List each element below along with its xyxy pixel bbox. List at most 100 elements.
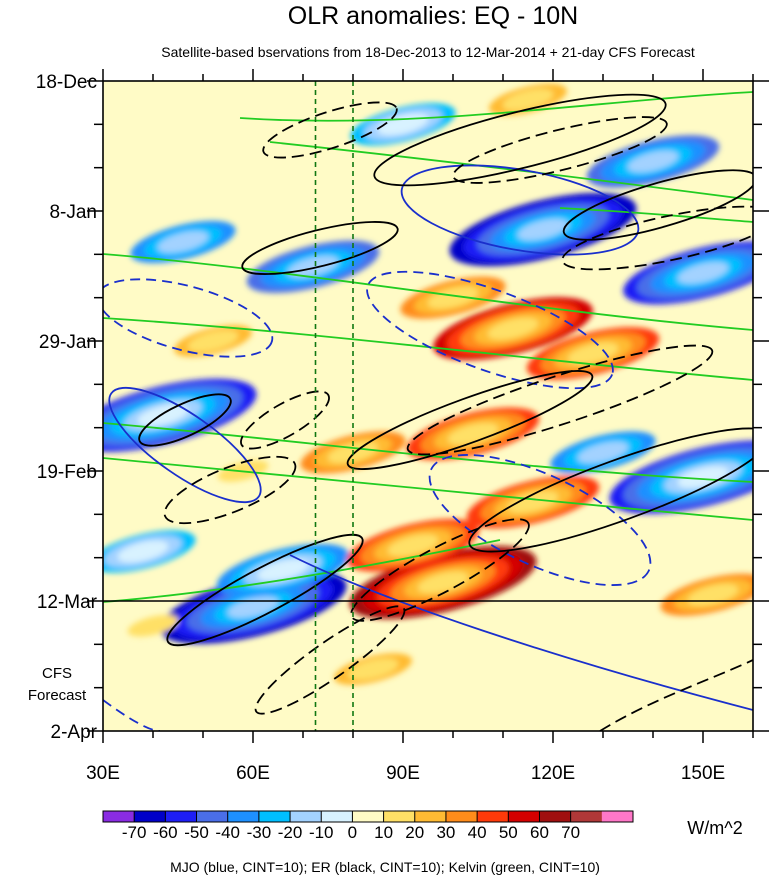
colorbar-swatch — [165, 811, 198, 822]
y-tick-label: 2-Apr — [51, 722, 98, 743]
colorbar-swatch — [196, 811, 229, 822]
colorbar-swatch — [227, 811, 260, 822]
anomaly-blob — [487, 317, 539, 340]
colorbar-label: 60 — [530, 823, 549, 842]
kelvin-contour — [103, 457, 753, 521]
er-contour — [373, 93, 667, 187]
colorbar-swatch — [601, 811, 634, 822]
x-tick-label: 30E — [86, 763, 120, 784]
colorbar-swatch — [539, 811, 572, 822]
y-tick-label: 18-Dec — [36, 72, 97, 93]
er-contour — [241, 221, 399, 275]
er-contour — [561, 205, 753, 271]
colorbar-swatch — [508, 811, 540, 822]
mjo-contour — [103, 278, 274, 358]
colorbar-swatch — [477, 811, 509, 822]
x-tick-label: 150E — [681, 763, 725, 784]
anomaly-blob — [287, 255, 339, 278]
anomaly-blob — [187, 330, 239, 352]
wave-contours — [103, 91, 753, 731]
x-axis: 30E 60E 90E 120E 150E — [86, 69, 754, 784]
colorbar-label: -60 — [153, 823, 178, 842]
er-contour — [166, 533, 364, 647]
forecast-label-line-1: CFS — [42, 665, 72, 682]
y-tick-label: 29-Jan — [39, 332, 97, 353]
er-contour — [452, 116, 668, 184]
y-tick-label: 19-Feb — [37, 462, 97, 483]
er-contour — [406, 344, 714, 456]
er-contour — [599, 659, 753, 731]
colorbar-swatch — [570, 811, 603, 822]
anomaly-blob — [502, 88, 554, 111]
er-contour — [346, 370, 594, 470]
er-contour — [350, 518, 530, 622]
kelvin-contour — [103, 253, 753, 331]
colorbar-label: -10 — [309, 823, 334, 842]
mjo-contour — [103, 699, 161, 731]
chart-subtitle: Satellite-based bservations from 18-Dec-… — [161, 44, 695, 60]
anomaly-blob — [227, 596, 279, 618]
y-tick-label: 8-Jan — [49, 202, 97, 223]
colorbar-swatch — [383, 811, 416, 822]
anomaly-blob — [137, 404, 189, 427]
er-contour — [138, 393, 232, 447]
kelvin-contour — [103, 317, 753, 381]
plot-frame — [102, 80, 754, 732]
colorbar-label: 10 — [374, 823, 393, 842]
colorbar-swatch — [445, 811, 478, 822]
colorbar-label: 50 — [499, 823, 518, 842]
kelvin-contour — [103, 539, 501, 603]
er-contour — [562, 169, 753, 241]
x-tick-label: 90E — [386, 763, 420, 784]
anomaly-blob — [507, 491, 559, 513]
colorbar-label: 20 — [405, 823, 424, 842]
chart-title: OLR anomalies: EQ - 10N — [288, 2, 578, 30]
colorbar-label: 40 — [468, 823, 487, 842]
mjo-contour — [400, 164, 640, 256]
colorbar-units: W/m^2 — [687, 818, 742, 838]
anomaly-blob — [677, 466, 729, 488]
y-tick-label: 12-Mar — [37, 592, 98, 613]
anomaly-blob — [387, 534, 439, 557]
anomaly-blob — [567, 342, 619, 365]
er-contour — [468, 427, 753, 553]
colorbar-swatch — [321, 811, 353, 822]
anomaly-blob — [347, 658, 399, 680]
anomaly-blob — [117, 540, 169, 563]
anomaly-blob — [157, 231, 209, 253]
anomaly-blob — [417, 571, 469, 594]
colorbar-label: 30 — [436, 823, 455, 842]
forecast-label-line-2: Forecast — [28, 687, 87, 704]
anomaly-blob — [447, 423, 499, 445]
kelvin-contour — [103, 422, 753, 483]
colorbar-frame — [102, 810, 634, 823]
anomaly-blob — [427, 286, 479, 309]
colorbar-swatch — [103, 811, 135, 822]
colorbar-label: 0 — [348, 823, 357, 842]
anomaly-blob — [257, 559, 309, 581]
er-contour — [240, 390, 330, 450]
er-contour — [163, 455, 297, 525]
colorbar-label: -30 — [247, 823, 272, 842]
y-axis: 18-Dec 8-Jan 29-Jan 19-Feb 12-Mar 2-Apr — [36, 72, 769, 743]
colorbar-swatch — [134, 811, 166, 822]
anomaly-blob — [577, 441, 629, 464]
colorbar-swatch — [258, 811, 291, 822]
contour-legend-note: MJO (blue, CINT=10); ER (black, CINT=10)… — [170, 859, 600, 875]
anomaly-field — [103, 83, 753, 685]
colorbar-label: -20 — [278, 823, 303, 842]
anomaly-blob — [127, 615, 179, 637]
anomaly-blob — [627, 150, 679, 173]
colorbar-label: 70 — [561, 823, 580, 842]
colorbar-swatch — [352, 811, 385, 822]
mjo-contour — [428, 454, 652, 586]
anomaly-blob — [687, 584, 739, 606]
kelvin-contour — [239, 91, 753, 122]
anomaly-blob — [677, 262, 729, 284]
mjo-contour — [108, 386, 262, 504]
colorbar-label: -50 — [184, 823, 209, 842]
x-tick-label: 120E — [531, 763, 575, 784]
colorbar: -70 -60 -50 -40 -30 -20 -10 0 10 20 30 40 50 60 70 — [102, 810, 634, 842]
colorbar-swatch — [290, 811, 322, 822]
